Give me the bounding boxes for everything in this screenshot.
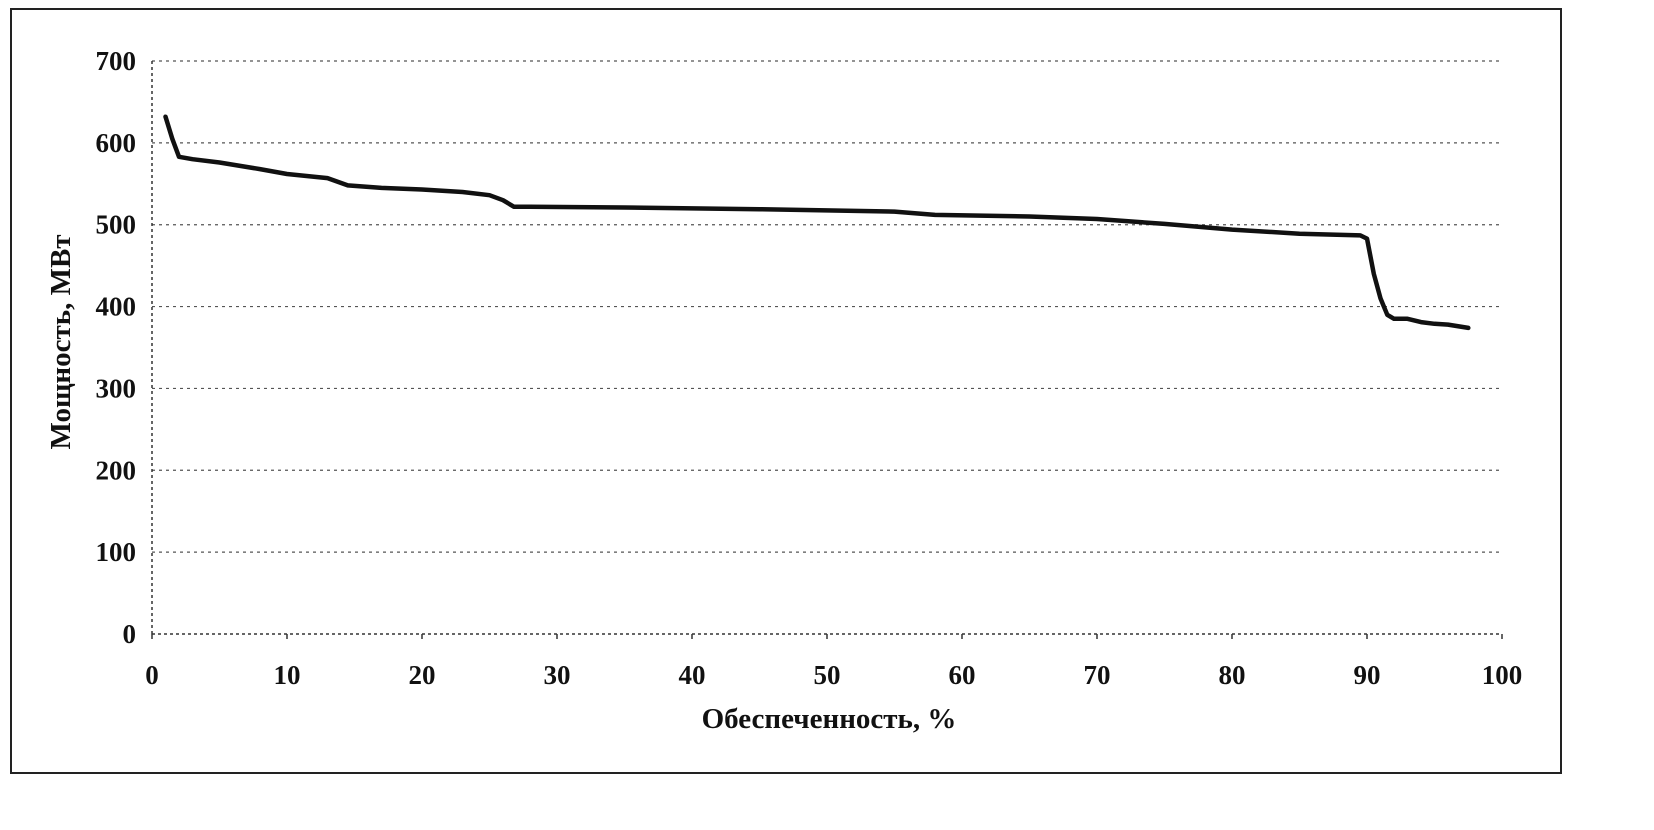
- x-tick-10: 10: [274, 660, 301, 690]
- y-tick-200: 200: [96, 455, 137, 485]
- y-tick-500: 500: [96, 210, 137, 240]
- x-tick-20: 20: [409, 660, 436, 690]
- x-tick-50: 50: [814, 660, 841, 690]
- y-tick-labels: 0 100 200 300 400 500 600 700: [96, 46, 137, 649]
- y-tick-300: 300: [96, 373, 137, 403]
- y-axis-title: Мощность, МВт: [45, 234, 77, 449]
- series-layer: [163, 114, 1471, 331]
- x-tick-90: 90: [1354, 660, 1381, 690]
- gridlines: [152, 60, 1502, 553]
- x-axis-title: Обеспеченность, %: [702, 703, 957, 735]
- axes: [151, 61, 1503, 639]
- x-tick-80: 80: [1219, 660, 1246, 690]
- x-tick-labels: 0 10 20 30 40 50 60 70 80 90 100: [145, 660, 1522, 690]
- series-line-0: [163, 114, 1471, 331]
- y-tick-100: 100: [96, 537, 137, 567]
- x-tick-0: 0: [145, 660, 159, 690]
- y-tick-600: 600: [96, 128, 137, 158]
- power-duration-chart: 0 100 200 300 400 500 600 700 0 10 20 30 40 50 60 70 80…: [45, 46, 1522, 735]
- x-tick-60: 60: [949, 660, 976, 690]
- x-tick-30: 30: [544, 660, 571, 690]
- y-tick-400: 400: [96, 292, 137, 322]
- x-tick-100: 100: [1482, 660, 1523, 690]
- y-tick-0: 0: [123, 619, 137, 649]
- y-tick-700: 700: [96, 46, 137, 76]
- x-tick-40: 40: [679, 660, 706, 690]
- x-tick-70: 70: [1084, 660, 1111, 690]
- chart-frame: 0 100 200 300 400 500 600 700 0 10 20 30 40 50 60 70 80…: [10, 8, 1562, 774]
